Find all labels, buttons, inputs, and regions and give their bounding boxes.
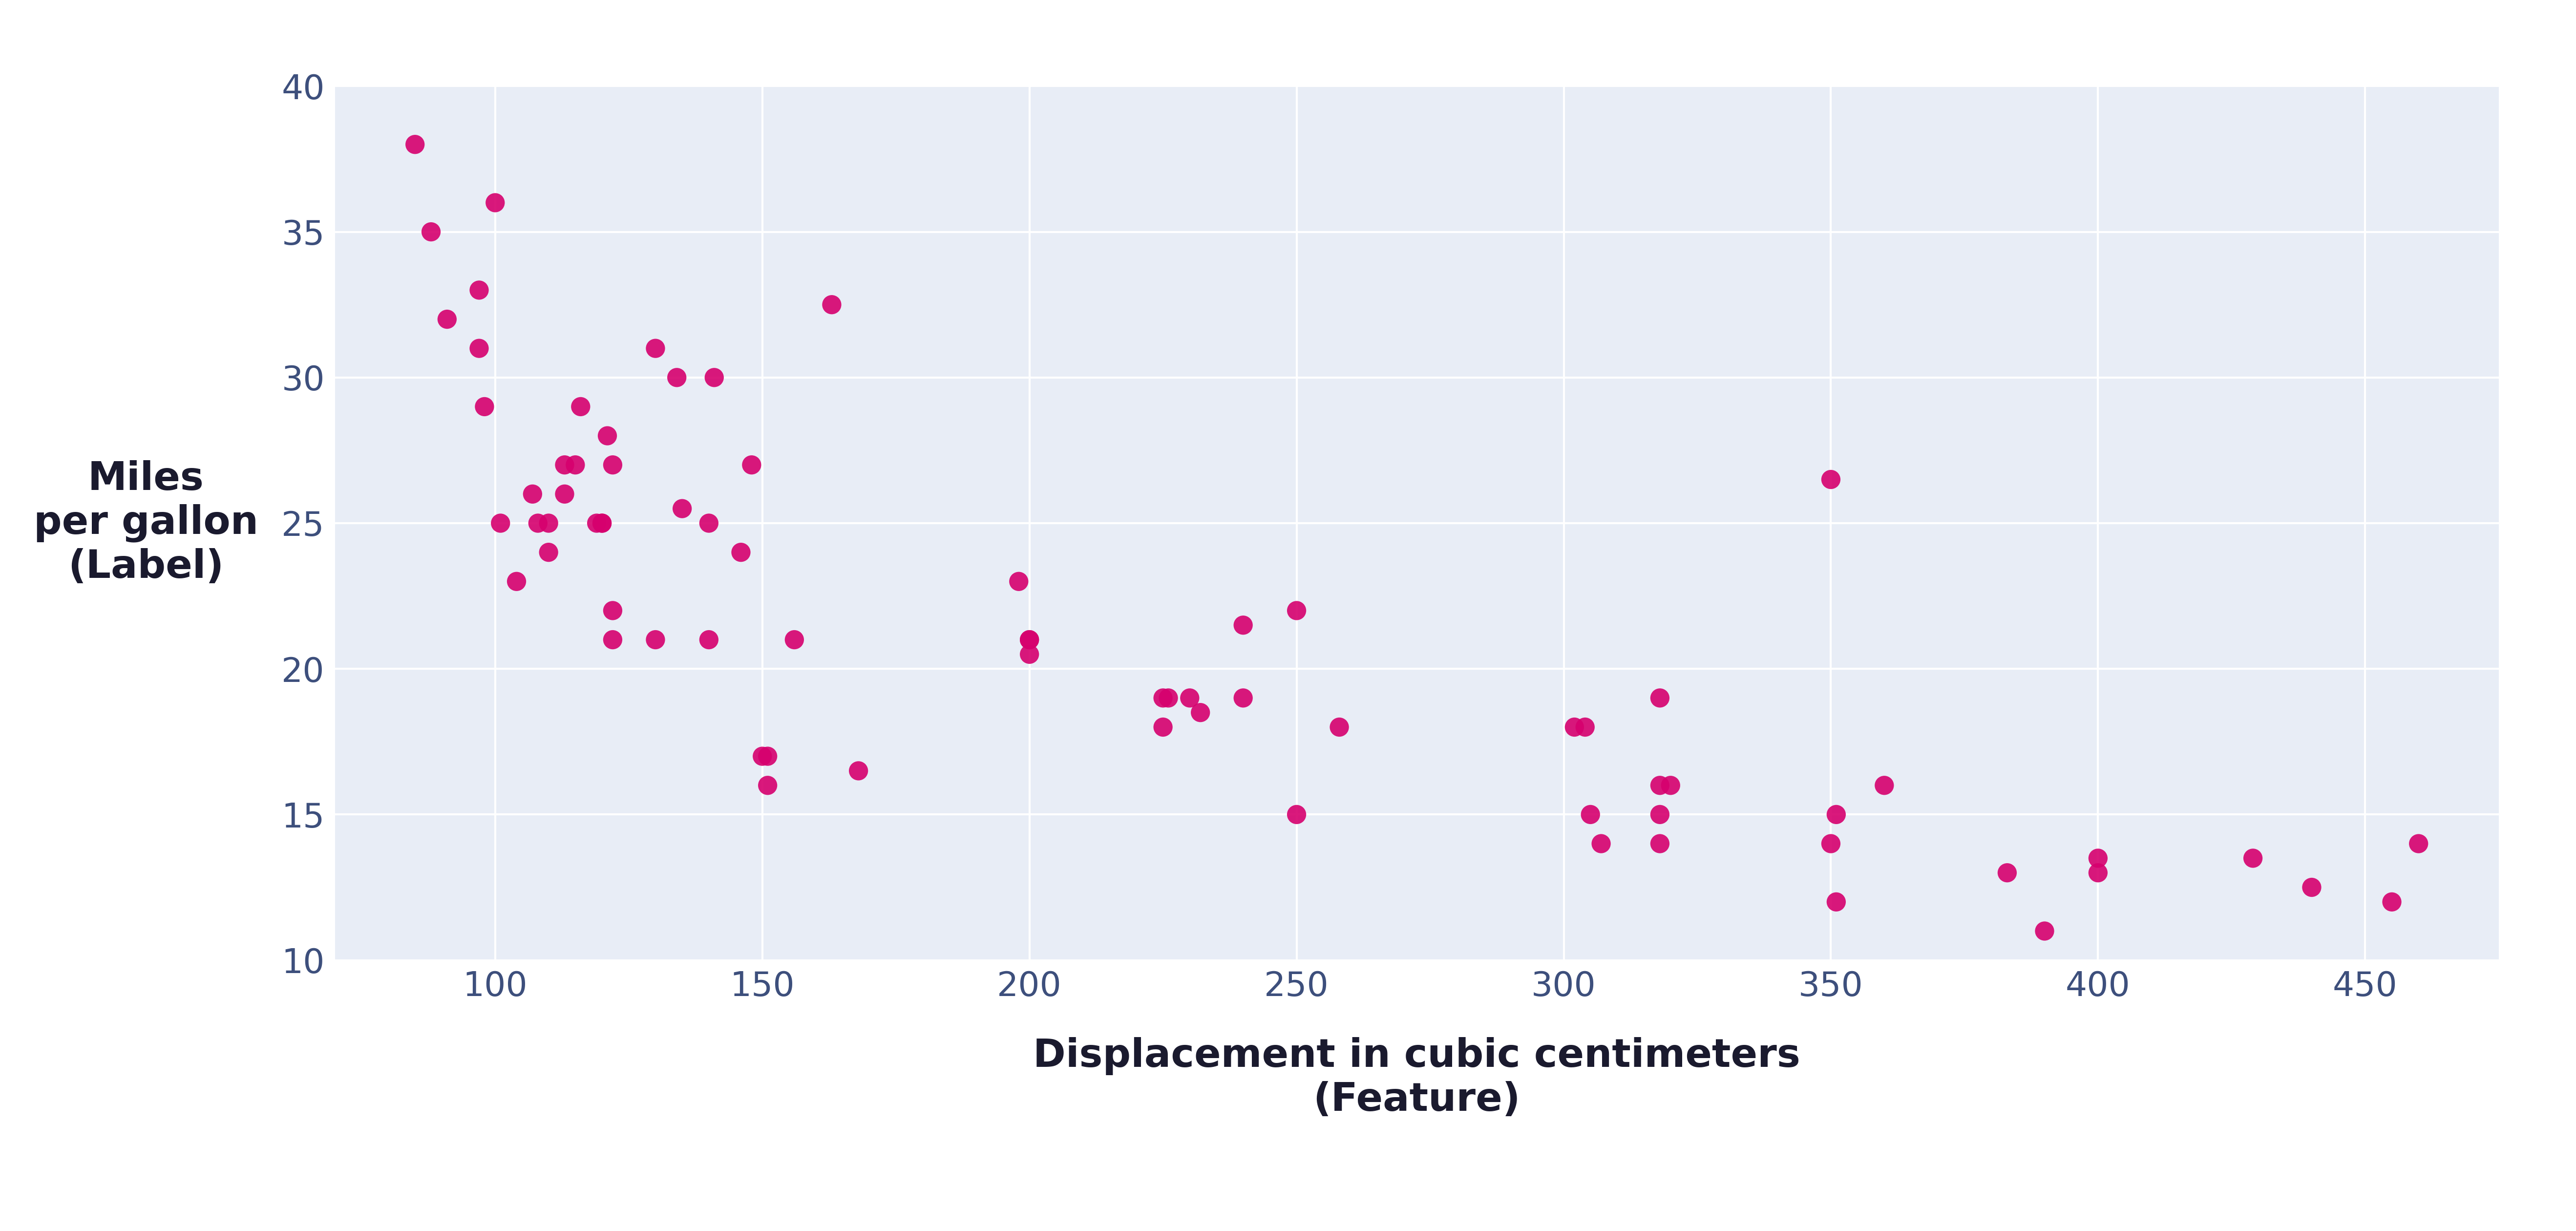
Point bbox=[474, 193, 515, 213]
Point bbox=[1816, 805, 1857, 825]
Point bbox=[2290, 878, 2331, 897]
Point bbox=[688, 630, 729, 650]
Point bbox=[2076, 848, 2117, 868]
Point bbox=[497, 571, 538, 591]
Point bbox=[657, 368, 698, 388]
Point bbox=[1141, 688, 1182, 708]
Point bbox=[2025, 921, 2066, 940]
Point bbox=[2233, 848, 2275, 868]
Point bbox=[837, 761, 878, 780]
Point bbox=[773, 630, 814, 650]
Point bbox=[1170, 688, 1211, 708]
Point bbox=[721, 543, 762, 563]
Point bbox=[1010, 645, 1051, 665]
Point bbox=[592, 630, 634, 650]
X-axis label: Displacement in cubic centimeters
(Feature): Displacement in cubic centimeters (Featu… bbox=[1033, 1037, 1801, 1119]
Point bbox=[2372, 892, 2414, 912]
Point bbox=[1638, 833, 1680, 853]
Point bbox=[2398, 833, 2439, 853]
Point bbox=[587, 426, 629, 446]
Point bbox=[459, 281, 500, 300]
Point bbox=[2076, 863, 2117, 883]
Point bbox=[688, 513, 729, 533]
Point bbox=[1582, 833, 1623, 853]
Point bbox=[1651, 776, 1692, 795]
Point bbox=[1180, 703, 1221, 723]
Point bbox=[518, 513, 559, 533]
Point bbox=[1816, 892, 1857, 912]
Point bbox=[1564, 718, 1605, 737]
Point bbox=[1010, 630, 1051, 650]
Point bbox=[1986, 863, 2027, 883]
Point bbox=[747, 776, 788, 795]
Point bbox=[394, 134, 435, 154]
Point bbox=[747, 746, 788, 766]
Point bbox=[1638, 805, 1680, 825]
Point bbox=[1638, 688, 1680, 708]
Point bbox=[1569, 805, 1610, 825]
Point bbox=[428, 309, 469, 329]
Point bbox=[592, 601, 634, 620]
Point bbox=[559, 396, 600, 416]
Point bbox=[1275, 805, 1316, 825]
Point bbox=[544, 484, 585, 503]
Point bbox=[1811, 833, 1852, 853]
Point bbox=[528, 543, 569, 563]
Point bbox=[410, 222, 451, 241]
Point bbox=[997, 571, 1038, 591]
Point bbox=[592, 455, 634, 475]
Point bbox=[544, 455, 585, 475]
Point bbox=[528, 513, 569, 533]
Point bbox=[1553, 718, 1595, 737]
Point bbox=[1224, 688, 1265, 708]
Point bbox=[1319, 718, 1360, 737]
Point bbox=[1811, 469, 1852, 489]
Point bbox=[1638, 776, 1680, 795]
Point bbox=[582, 513, 623, 533]
Point bbox=[1862, 776, 1904, 795]
Point bbox=[459, 339, 500, 358]
Point bbox=[634, 630, 675, 650]
Y-axis label: Miles
per gallon
(Label): Miles per gallon (Label) bbox=[33, 460, 258, 586]
Point bbox=[634, 339, 675, 358]
Point bbox=[479, 513, 520, 533]
Point bbox=[693, 368, 734, 388]
Point bbox=[464, 396, 505, 416]
Point bbox=[1224, 616, 1265, 635]
Point bbox=[1141, 718, 1182, 737]
Point bbox=[1010, 630, 1051, 650]
Point bbox=[732, 455, 773, 475]
Point bbox=[582, 513, 623, 533]
Point bbox=[1149, 688, 1190, 708]
Point bbox=[513, 484, 554, 503]
Point bbox=[554, 455, 595, 475]
Point bbox=[662, 499, 703, 518]
Point bbox=[1275, 601, 1316, 620]
Point bbox=[742, 746, 783, 766]
Point bbox=[811, 295, 853, 315]
Point bbox=[577, 513, 618, 533]
